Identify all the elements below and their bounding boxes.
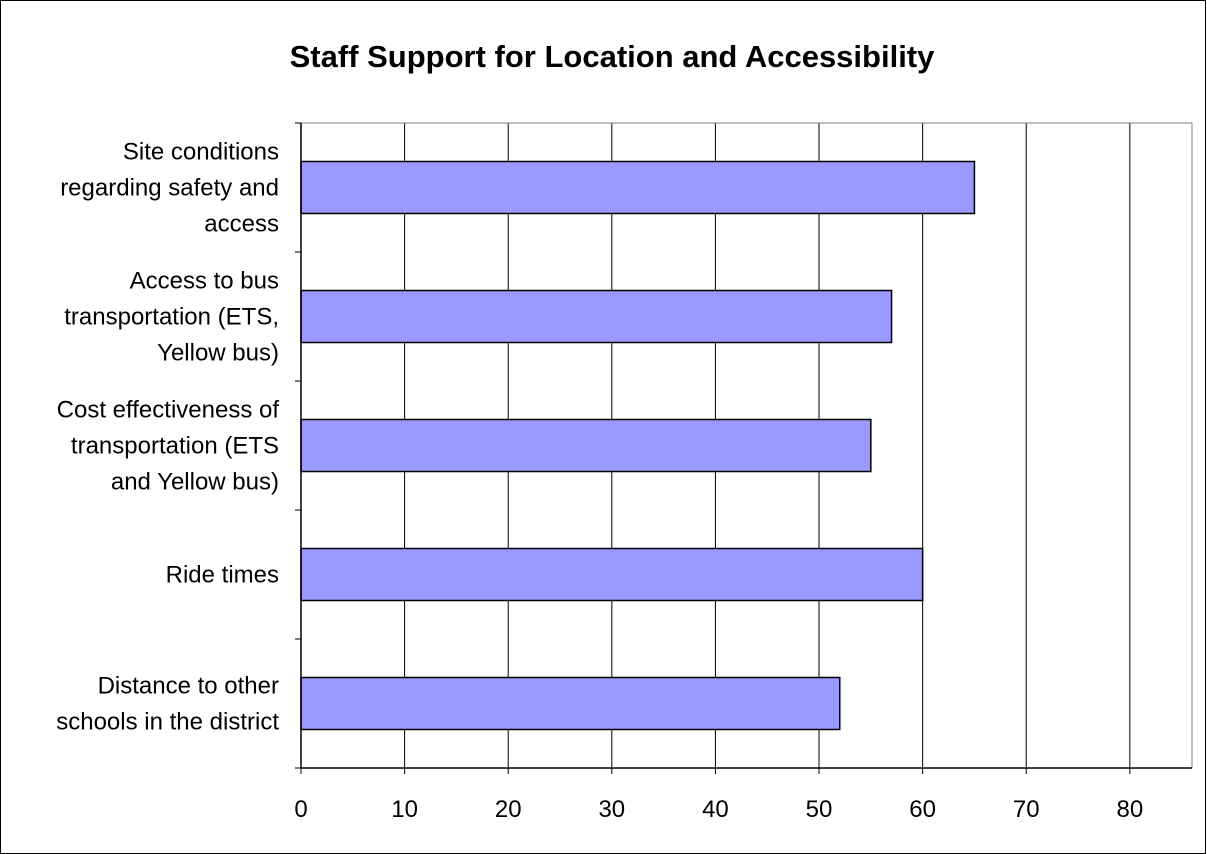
- category-label-line: Site conditions: [123, 139, 279, 166]
- category-label-line: Distance to other: [98, 673, 279, 700]
- category-label-line: regarding safety and: [60, 175, 279, 202]
- category-label: Access to bus transportation (ETS, Yellow …: [64, 268, 279, 367]
- category-label-line: transportation (ETS: [71, 433, 279, 460]
- bar: [300, 676, 841, 731]
- category-label-line: Ride times: [166, 562, 279, 589]
- category-labels: Site conditions regarding safety and acces…: [56, 139, 279, 736]
- category-label-line: schools in the district: [56, 709, 279, 736]
- bar: [300, 547, 924, 602]
- bars: [300, 160, 976, 731]
- x-tick-label: 0: [294, 796, 307, 823]
- chart-title: Staff Support for Location and Accessibi…: [290, 39, 936, 74]
- category-label-line: transportation (ETS,: [64, 304, 279, 331]
- bar: [300, 289, 893, 344]
- axes: [295, 122, 1193, 774]
- category-label-line: and Yellow bus): [111, 469, 279, 496]
- x-tick-label: 40: [702, 796, 729, 823]
- category-label: Site conditions regarding safety and acces…: [60, 139, 279, 238]
- category-label: Cost effectiveness of transportation (ETS…: [57, 397, 280, 496]
- x-tick-label: 70: [1013, 796, 1040, 823]
- bar: [300, 418, 872, 473]
- x-tick-labels: 0 10 20 30 40 50 60 70 80: [294, 796, 1143, 823]
- category-label-line: access: [204, 211, 279, 238]
- category-label: Ride times: [166, 562, 279, 589]
- x-tick-label: 60: [909, 796, 936, 823]
- bar: [300, 160, 976, 215]
- x-tick-label: 80: [1116, 796, 1143, 823]
- category-label-line: Access to bus: [130, 268, 279, 295]
- x-tick-label: 20: [495, 796, 522, 823]
- category-label-line: Yellow bus): [157, 340, 279, 367]
- x-tick-label: 30: [598, 796, 625, 823]
- category-label-line: Cost effectiveness of: [57, 397, 280, 424]
- x-tick-label: 10: [391, 796, 418, 823]
- category-label: Distance to other schools in the district: [56, 673, 279, 736]
- x-tick-label: 50: [806, 796, 833, 823]
